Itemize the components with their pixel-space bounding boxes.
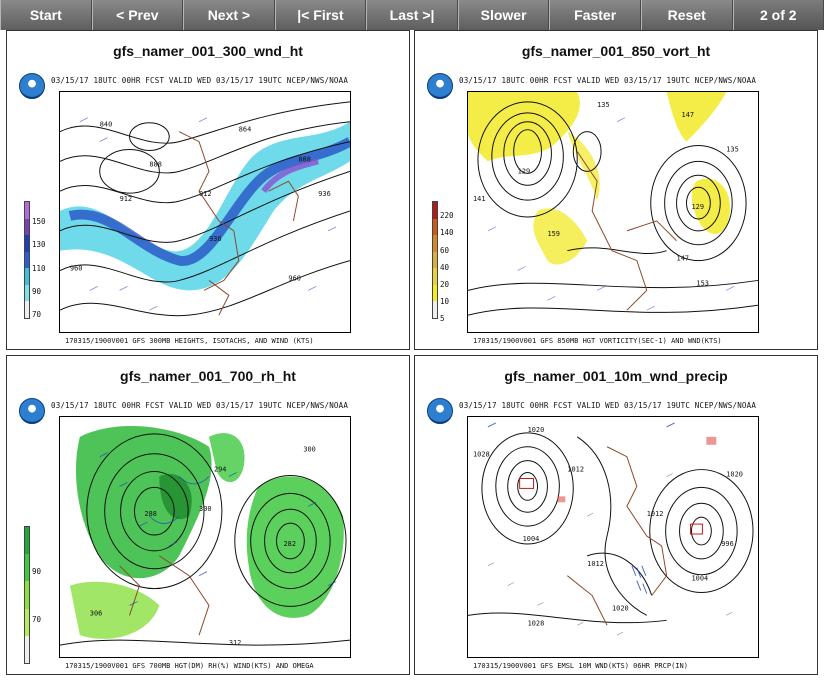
prev-button[interactable]: < Prev <box>91 0 184 30</box>
contour-label: 996 <box>721 540 734 548</box>
contour-label: 1012 <box>587 560 604 568</box>
panel-header: 03/15/17 18UTC 00HR FCST VALID WED 03/15… <box>51 76 349 85</box>
weather-map: 129 135 141 147 153 159 147 135 129 <box>467 91 759 333</box>
noaa-logo-icon <box>19 73 45 99</box>
panel-10m-wind-precip: gfs_namer_001_10m_wnd_precip 03/15/17 18… <box>414 355 818 675</box>
colorbar-label: 90 <box>32 567 42 576</box>
colorbar-label: 140 <box>440 228 454 237</box>
noaa-logo-icon <box>427 73 453 99</box>
contour-label: 1028 <box>528 619 545 627</box>
contour-label: 147 <box>677 255 690 263</box>
contour-label: 300 <box>303 446 316 454</box>
colorbar-label: 60 <box>440 246 450 255</box>
start-button[interactable]: Start <box>0 0 92 30</box>
contour-label: 135 <box>726 146 739 154</box>
contour-label: 1020 <box>612 604 629 612</box>
first-button[interactable]: |< First <box>274 0 367 30</box>
panel-header: 03/15/17 18UTC 00HR FCST VALID WED 03/15… <box>459 401 757 410</box>
panel-footer: 170315/1900V001 GFS EMSL 10M WND(KTS) 06… <box>473 662 688 670</box>
colorbar-label: 110 <box>32 264 46 273</box>
last-button[interactable]: Last >| <box>366 0 458 30</box>
contour-label: 1004 <box>523 535 540 543</box>
panel-title: gfs_namer_001_850_vort_ht <box>521 43 711 59</box>
panel-header: 03/15/17 18UTC 00HR FCST VALID WED 03/15… <box>459 76 757 85</box>
contour-label: 159 <box>547 230 560 238</box>
contour-label: 141 <box>473 195 486 203</box>
weather-map: 840 864 888 912 936 960 960 888 912 936 <box>59 91 351 333</box>
contour-label: 1028 <box>473 451 490 459</box>
contour-label: 129 <box>518 167 531 175</box>
colorbar <box>432 201 438 319</box>
panel-grid: gfs_namer_001_300_wnd_ht 03/15/17 18UTC … <box>0 30 824 689</box>
panel-title: gfs_namer_001_700_rh_ht <box>120 368 296 384</box>
colorbar-label: 70 <box>32 615 42 624</box>
contour-label: 912 <box>120 195 133 203</box>
colorbar-label: 90 <box>32 287 42 296</box>
colorbar-label: 220 <box>440 211 454 220</box>
slower-button[interactable]: Slower <box>457 0 550 30</box>
panel-850-vort: gfs_namer_001_850_vort_ht 03/15/17 18UTC… <box>414 30 818 350</box>
contour-label: 288 <box>144 510 157 518</box>
panel-header: 03/15/17 18UTC 00HR FCST VALID WED 03/15… <box>51 401 349 410</box>
next-button[interactable]: Next > <box>183 0 275 30</box>
contour-label: 300 <box>199 505 212 513</box>
weather-map: 1020 1012 1004 1012 1020 1028 1004 996 1… <box>467 416 759 658</box>
weather-map: 294 300 306 312 288 282 300 <box>59 416 351 658</box>
panel-title: gfs_namer_001_10m_wnd_precip <box>504 368 728 384</box>
colorbar-label: 130 <box>32 240 46 249</box>
contour-label: 312 <box>229 639 242 647</box>
colorbar-label: 10 <box>440 297 450 306</box>
noaa-logo-icon <box>427 398 453 424</box>
contour-label: 960 <box>70 265 83 273</box>
contour-label: 1020 <box>726 471 743 479</box>
colorbar-label: 150 <box>32 217 46 226</box>
contour-label: 888 <box>298 155 311 163</box>
contour-label: 306 <box>90 609 103 617</box>
contour-label: 840 <box>100 121 113 129</box>
panel-title: gfs_namer_001_300_wnd_ht <box>113 43 303 59</box>
contour-label: 294 <box>214 466 227 474</box>
contour-label: 135 <box>597 101 610 109</box>
panel-300-wind: gfs_namer_001_300_wnd_ht 03/15/17 18UTC … <box>6 30 410 350</box>
frame-counter: 2 of 2 <box>732 0 824 30</box>
colorbar-label: 70 <box>32 310 42 319</box>
panel-footer: 170315/1900V001 GFS 700MB HGT(DM) RH(%) … <box>65 662 314 670</box>
contour-label: 912 <box>199 190 212 198</box>
contour-label: 936 <box>318 190 331 198</box>
animation-toolbar: Start < Prev Next > |< First Last >| Slo… <box>0 0 824 30</box>
contour-label: 1012 <box>647 510 664 518</box>
contour-label: 282 <box>283 540 296 548</box>
reset-button[interactable]: Reset <box>640 0 733 30</box>
colorbar <box>24 201 30 319</box>
panel-700-rh: gfs_namer_001_700_rh_ht 03/15/17 18UTC 0… <box>6 355 410 675</box>
panel-footer: 170315/1900V001 GFS 850MB HGT VORTICITY(… <box>473 337 722 345</box>
contour-label: 888 <box>149 160 162 168</box>
contour-label: 1012 <box>567 466 584 474</box>
colorbar <box>24 526 30 664</box>
colorbar-label: 5 <box>440 314 445 323</box>
contour-label: 1004 <box>691 575 708 583</box>
contour-label: 147 <box>682 111 695 119</box>
colorbar-label: 40 <box>440 263 450 272</box>
faster-button[interactable]: Faster <box>549 0 641 30</box>
panel-footer: 170315/1900V001 GFS 300MB HEIGHTS, ISOTA… <box>65 337 314 345</box>
contour-label: 864 <box>239 126 252 134</box>
contour-label: 960 <box>288 274 301 282</box>
noaa-logo-icon <box>19 398 45 424</box>
contour-label: 153 <box>696 279 709 287</box>
contour-label: 1020 <box>528 426 545 434</box>
contour-label: 129 <box>691 203 704 211</box>
colorbar-label: 20 <box>440 280 450 289</box>
contour-label: 936 <box>209 235 222 243</box>
